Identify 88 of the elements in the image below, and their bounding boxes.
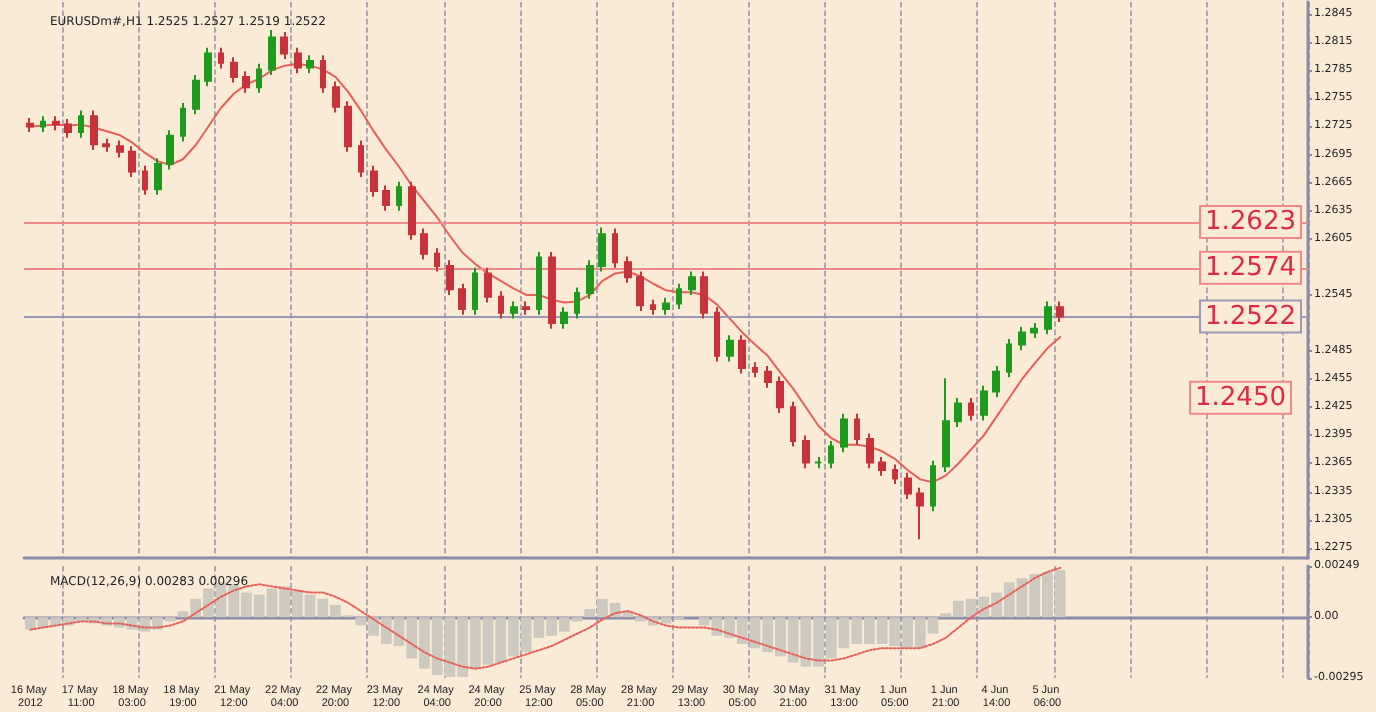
ref-line-label: 1.2574 xyxy=(1205,252,1296,283)
candlestick xyxy=(408,180,416,241)
candlestick xyxy=(344,100,352,153)
candlestick xyxy=(878,455,886,477)
candlestick xyxy=(370,164,378,198)
candlestick xyxy=(814,455,822,470)
candlestick xyxy=(40,115,46,134)
candlestick xyxy=(942,377,950,473)
candlestick xyxy=(536,250,542,316)
candlestick xyxy=(218,46,224,70)
candlestick xyxy=(472,266,478,316)
candlestick xyxy=(662,296,670,316)
candlestick xyxy=(954,396,962,428)
line-series xyxy=(29,566,1062,670)
candlestick xyxy=(1056,300,1064,324)
candlestick xyxy=(904,471,912,501)
candlestick xyxy=(968,396,974,422)
candlestick xyxy=(738,334,746,375)
candlestick xyxy=(866,432,874,470)
candlestick xyxy=(560,306,568,330)
candlestick xyxy=(458,282,466,316)
candlestick xyxy=(484,266,492,304)
candlestick xyxy=(752,361,758,379)
candlestick xyxy=(598,226,606,273)
candlestick xyxy=(840,412,848,454)
candlestick xyxy=(192,74,200,116)
candlestick xyxy=(726,334,734,363)
candlestick xyxy=(90,109,98,151)
candlestick xyxy=(180,102,186,143)
ref-line-label: 1.2522 xyxy=(1205,301,1296,332)
candlestick xyxy=(548,250,556,330)
candlestick xyxy=(102,137,110,153)
candlestick xyxy=(382,184,390,212)
candlestick xyxy=(396,180,402,212)
candlestick xyxy=(154,157,162,196)
candlestick xyxy=(688,270,696,296)
candlestick xyxy=(320,54,326,94)
candlestick xyxy=(306,54,314,75)
candlestick xyxy=(930,459,936,513)
candlestick xyxy=(498,290,504,320)
candlestick xyxy=(280,30,288,61)
candlestick xyxy=(802,434,810,470)
candlestick xyxy=(294,46,302,75)
candlestick xyxy=(1018,325,1026,352)
candlestick xyxy=(420,227,428,261)
candlestick xyxy=(854,412,860,446)
candlestick xyxy=(230,56,238,84)
candlestick xyxy=(78,109,84,139)
ref-line-label: 1.2623 xyxy=(1205,206,1296,237)
candlestick xyxy=(116,139,124,159)
candlestick xyxy=(612,227,618,269)
candlestick xyxy=(204,46,212,88)
candlestick xyxy=(26,117,34,134)
candlestick xyxy=(624,255,632,284)
candlestick xyxy=(434,247,440,273)
candlestick xyxy=(676,282,682,311)
candlestick xyxy=(650,298,656,316)
candlestick xyxy=(256,62,262,94)
candlestick xyxy=(574,286,580,320)
candlestick xyxy=(242,70,250,94)
candlestick xyxy=(586,259,594,300)
candlestick xyxy=(510,300,518,320)
line-series xyxy=(29,62,1062,484)
candlestick xyxy=(522,300,530,316)
candlestick xyxy=(358,139,364,179)
candlestick xyxy=(790,400,796,448)
candlestick xyxy=(64,118,72,139)
candlestick xyxy=(332,80,340,114)
candlestick xyxy=(1044,300,1052,336)
candlestick xyxy=(700,270,708,320)
candlestick xyxy=(268,29,276,77)
candlestick xyxy=(992,365,1000,398)
candlestick xyxy=(764,365,772,389)
candlestick xyxy=(636,270,644,312)
candlestick xyxy=(980,384,988,422)
annotation: 1.2450 xyxy=(1195,382,1287,413)
candlestick xyxy=(166,129,174,171)
candlestick xyxy=(776,375,784,414)
candlestick xyxy=(1006,337,1012,379)
candlestick xyxy=(52,115,60,132)
candlestick xyxy=(714,306,720,363)
candlestick xyxy=(916,486,924,541)
candlestick xyxy=(142,164,148,196)
candlestick xyxy=(828,440,834,470)
candlestick xyxy=(446,259,454,296)
candlestick xyxy=(128,145,136,179)
candlestick xyxy=(1030,322,1038,340)
candlestick xyxy=(892,463,898,486)
